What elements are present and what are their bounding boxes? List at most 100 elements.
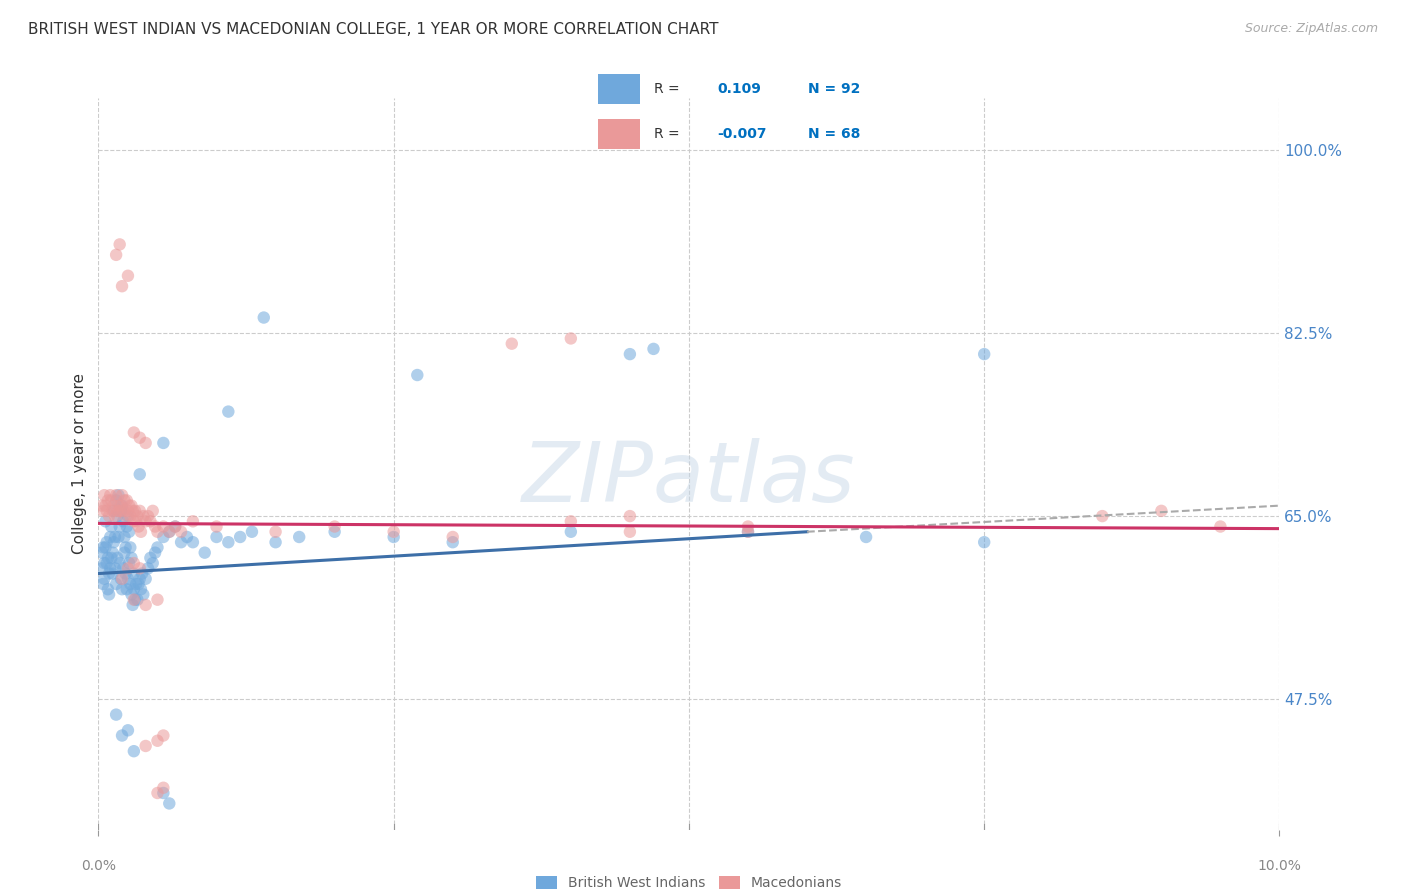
Bar — [598, 74, 640, 103]
Point — [128, 572, 150, 586]
Point — [91, 546, 114, 560]
Point — [152, 729, 174, 743]
Point — [93, 556, 115, 570]
Point — [101, 546, 124, 560]
Point — [105, 504, 128, 518]
Point — [107, 530, 129, 544]
Point — [117, 561, 139, 575]
Point — [152, 519, 174, 533]
Point — [152, 436, 174, 450]
Point — [170, 535, 193, 549]
Point — [619, 524, 641, 539]
Point — [94, 499, 117, 513]
Point — [1209, 519, 1232, 533]
Point — [101, 504, 124, 518]
Point — [142, 556, 165, 570]
Point — [132, 587, 155, 601]
Point — [124, 504, 146, 518]
Point — [127, 509, 149, 524]
Point — [264, 524, 287, 539]
Point — [117, 268, 139, 283]
Point — [117, 509, 139, 524]
Point — [115, 493, 138, 508]
Point — [117, 504, 139, 518]
Point — [112, 561, 135, 575]
Point — [107, 488, 129, 502]
Point — [120, 577, 142, 591]
Point — [127, 592, 149, 607]
Point — [323, 519, 346, 533]
Point — [139, 514, 162, 528]
Point — [560, 524, 582, 539]
Point — [139, 550, 162, 565]
Point — [110, 499, 132, 513]
Point — [382, 524, 405, 539]
Point — [121, 550, 143, 565]
Point — [104, 509, 127, 524]
Point — [560, 331, 582, 345]
Point — [406, 368, 429, 382]
Point — [91, 504, 114, 518]
Point — [108, 519, 131, 533]
Point — [132, 509, 155, 524]
Point — [122, 566, 145, 581]
Point — [120, 541, 142, 555]
Text: 0.109: 0.109 — [717, 82, 761, 96]
Point — [117, 572, 139, 586]
Point — [441, 530, 464, 544]
Point — [152, 786, 174, 800]
Point — [501, 336, 523, 351]
Point — [118, 556, 141, 570]
Point — [135, 572, 157, 586]
Point — [111, 729, 134, 743]
Point — [96, 504, 118, 518]
Point — [143, 519, 166, 533]
Point — [128, 577, 150, 591]
Point — [129, 524, 152, 539]
Point — [111, 499, 134, 513]
Point — [157, 524, 180, 539]
Point — [115, 519, 138, 533]
Point — [105, 550, 128, 565]
Point — [619, 509, 641, 524]
Point — [560, 514, 582, 528]
Point — [135, 436, 157, 450]
Point — [619, 347, 641, 361]
Point — [288, 530, 311, 544]
Point — [122, 582, 145, 597]
Point — [165, 519, 187, 533]
Point — [98, 561, 121, 575]
Point — [108, 556, 131, 570]
Point — [737, 524, 759, 539]
Point — [105, 248, 128, 262]
Point — [135, 739, 157, 753]
Point — [128, 561, 150, 575]
Point — [121, 587, 143, 601]
Point — [118, 524, 141, 539]
Text: Source: ZipAtlas.com: Source: ZipAtlas.com — [1244, 22, 1378, 36]
Text: N = 92: N = 92 — [808, 82, 860, 96]
Point — [125, 577, 148, 591]
Point — [105, 509, 128, 524]
Point — [98, 530, 121, 544]
Point — [120, 509, 142, 524]
Point — [112, 530, 135, 544]
Text: BRITISH WEST INDIAN VS MACEDONIAN COLLEGE, 1 YEAR OR MORE CORRELATION CHART: BRITISH WEST INDIAN VS MACEDONIAN COLLEG… — [28, 22, 718, 37]
Point — [110, 572, 132, 586]
Point — [142, 504, 165, 518]
Point — [97, 550, 120, 565]
Point — [146, 733, 169, 747]
Text: ZIPatlas: ZIPatlas — [522, 438, 856, 519]
Point — [98, 587, 121, 601]
Point — [229, 530, 252, 544]
Point — [111, 279, 134, 293]
Point — [115, 582, 138, 597]
Point — [122, 744, 145, 758]
Point — [114, 509, 136, 524]
Text: -0.007: -0.007 — [717, 127, 766, 141]
Point — [103, 504, 125, 518]
Point — [240, 524, 263, 539]
Point — [146, 592, 169, 607]
Point — [128, 467, 150, 482]
Point — [1150, 504, 1173, 518]
